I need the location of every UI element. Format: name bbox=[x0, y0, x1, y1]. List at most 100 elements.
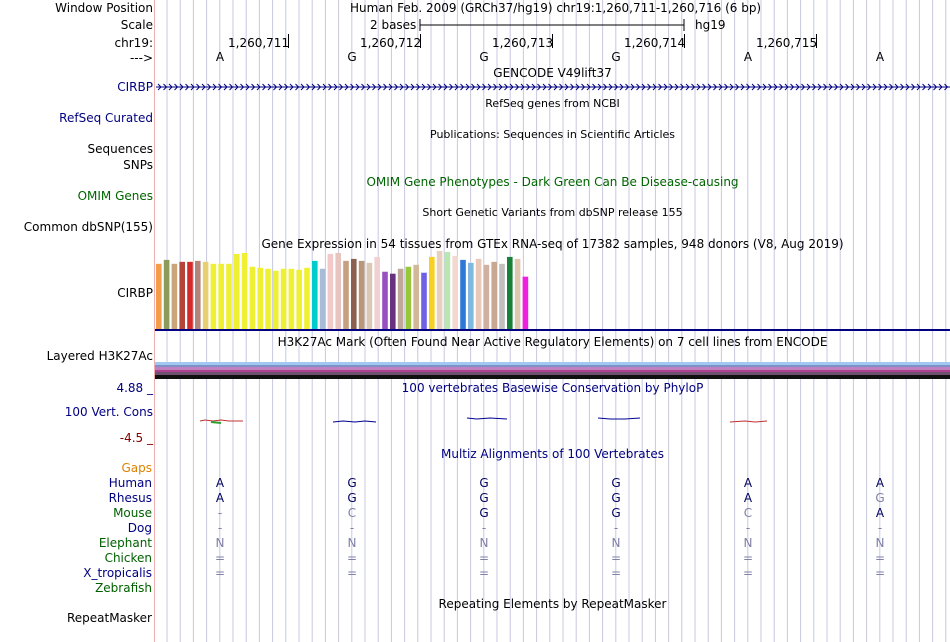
strand-arrow bbox=[680, 83, 685, 91]
strand-arrow bbox=[482, 83, 487, 91]
gtex-tissue-bar[interactable] bbox=[288, 268, 295, 329]
gtex-tissue-bar[interactable] bbox=[358, 260, 365, 329]
gtex-tissue-bar[interactable] bbox=[319, 268, 326, 329]
species-label[interactable]: X_tropicalis bbox=[83, 566, 152, 580]
gtex-tissue-bar[interactable] bbox=[163, 259, 170, 329]
gtex-tissue-bar[interactable] bbox=[335, 252, 341, 329]
strand-arrow bbox=[773, 83, 778, 91]
gencode-track-title: GENCODE V49lift37 bbox=[493, 66, 612, 80]
gtex-bar-chart[interactable] bbox=[155, 250, 950, 333]
gtex-tissue-bar[interactable] bbox=[452, 255, 458, 329]
species-label[interactable]: Human bbox=[108, 476, 152, 490]
ruler-position-label: 1,260,713 bbox=[492, 36, 554, 50]
species-label[interactable]: Zebrafish bbox=[95, 581, 152, 595]
gtex-tissue-bar[interactable] bbox=[249, 266, 256, 329]
strand-arrow bbox=[614, 83, 619, 91]
species-label[interactable]: Gaps bbox=[121, 461, 152, 475]
gtex-tissue-bar[interactable] bbox=[257, 267, 263, 329]
strand-arrow bbox=[608, 83, 613, 91]
gtex-tissue-bar[interactable] bbox=[312, 260, 318, 329]
refseq-curated-label[interactable]: RefSeq Curated bbox=[59, 111, 153, 125]
gtex-tissue-bar[interactable] bbox=[522, 276, 529, 329]
phylop-signal[interactable] bbox=[155, 405, 950, 435]
gtex-tissue-bar[interactable] bbox=[514, 258, 521, 329]
species-label[interactable]: Rhesus bbox=[108, 491, 152, 505]
gtex-tissue-bar[interactable] bbox=[405, 266, 412, 329]
cons-track-label[interactable]: 100 Vert. Cons bbox=[64, 405, 153, 419]
gtex-tissue-bar[interactable] bbox=[421, 272, 427, 329]
gtex-tissue-bar[interactable] bbox=[475, 258, 482, 329]
gtex-tissue-bar[interactable] bbox=[374, 256, 380, 329]
strand-arrow bbox=[746, 83, 751, 91]
gtex-tissue-bar[interactable] bbox=[390, 273, 396, 329]
strand-arrow bbox=[817, 83, 822, 91]
strand-arrow bbox=[251, 83, 256, 91]
cons-min-label: -4.5 _ bbox=[119, 431, 153, 445]
gtex-tissue-bar[interactable] bbox=[280, 268, 287, 329]
gtex-tissue-bar[interactable] bbox=[483, 264, 490, 329]
gtex-tissue-bar[interactable] bbox=[429, 256, 435, 329]
gtex-tissue-bar[interactable] bbox=[304, 267, 310, 329]
gtex-tissue-bar[interactable] bbox=[351, 258, 357, 329]
sequence-base: G bbox=[347, 50, 357, 64]
gtex-tissue-bar[interactable] bbox=[468, 262, 474, 329]
gtex-tissue-bar[interactable] bbox=[491, 261, 497, 329]
cirbp-gene-label[interactable]: CIRBP bbox=[117, 80, 153, 94]
gtex-tissue-bar[interactable] bbox=[179, 261, 185, 329]
repeatmasker-label[interactable]: RepeatMasker bbox=[66, 611, 152, 625]
gtex-gene-label[interactable]: CIRBP bbox=[117, 286, 153, 300]
strand-arrow bbox=[883, 83, 888, 91]
strand-arrow bbox=[361, 83, 366, 91]
strand-arrow bbox=[344, 83, 349, 91]
gtex-tissue-bar[interactable] bbox=[382, 271, 388, 329]
gtex-tissue-bar[interactable] bbox=[234, 253, 240, 329]
gtex-tissue-bar[interactable] bbox=[444, 251, 451, 329]
gtex-tissue-bar[interactable] bbox=[273, 270, 279, 329]
aligned-base: = bbox=[610, 551, 622, 565]
omim-genes-label[interactable]: OMIM Genes bbox=[77, 189, 153, 203]
h3k27ac-signal[interactable] bbox=[155, 362, 950, 379]
gtex-tissue-bar[interactable] bbox=[265, 268, 271, 329]
h3k27ac-label[interactable]: Layered H3K27Ac bbox=[46, 349, 153, 363]
strand-arrow bbox=[790, 83, 795, 91]
species-label[interactable]: Mouse bbox=[113, 506, 152, 520]
strand-arrow bbox=[410, 83, 415, 91]
gtex-tissue-bar[interactable] bbox=[171, 263, 178, 329]
strand-arrow bbox=[592, 83, 597, 91]
gtex-tissue-bar[interactable] bbox=[296, 269, 302, 329]
strand-arrow bbox=[735, 83, 740, 91]
gtex-tissue-bar[interactable] bbox=[195, 260, 201, 329]
gtex-tissue-bar[interactable] bbox=[226, 263, 232, 329]
gtex-tissue-bar[interactable] bbox=[218, 263, 224, 329]
gtex-tissue-bar[interactable] bbox=[507, 256, 513, 329]
strand-arrow bbox=[234, 83, 239, 91]
gtex-tissue-bar[interactable] bbox=[499, 263, 505, 329]
gtex-tissue-bar[interactable] bbox=[187, 261, 193, 329]
strand-arrow bbox=[520, 83, 525, 91]
gtex-tissue-bar[interactable] bbox=[156, 263, 162, 329]
snps-label[interactable]: SNPs bbox=[123, 158, 153, 172]
sequences-label[interactable]: Sequences bbox=[87, 142, 153, 156]
strand-arrow bbox=[691, 83, 696, 91]
species-label[interactable]: Elephant bbox=[98, 536, 152, 550]
dbsnp-label[interactable]: Common dbSNP(155) bbox=[23, 220, 153, 234]
aligned-base: = bbox=[346, 566, 358, 580]
gtex-tissue-bar[interactable] bbox=[460, 259, 466, 329]
species-label[interactable]: Chicken bbox=[104, 551, 152, 565]
cirbp-gene-feature[interactable] bbox=[156, 81, 950, 93]
strand-arrow bbox=[564, 83, 569, 91]
strand-arrow bbox=[630, 83, 635, 91]
gtex-tissue-bar[interactable] bbox=[343, 260, 349, 329]
species-label[interactable]: Dog bbox=[127, 521, 152, 535]
gtex-tissue-bar[interactable] bbox=[210, 263, 217, 329]
gtex-tissue-bar[interactable] bbox=[436, 250, 443, 329]
gtex-tissue-bar[interactable] bbox=[397, 268, 404, 329]
gtex-tissue-bar[interactable] bbox=[366, 262, 373, 329]
gtex-tissue-bar[interactable] bbox=[202, 261, 209, 329]
gtex-tissue-bar[interactable] bbox=[327, 253, 334, 329]
strand-arrow bbox=[586, 83, 591, 91]
strand-arrow bbox=[729, 83, 734, 91]
aligned-base: G bbox=[479, 476, 489, 490]
gtex-tissue-bar[interactable] bbox=[413, 264, 419, 329]
gtex-tissue-bar[interactable] bbox=[241, 252, 248, 329]
